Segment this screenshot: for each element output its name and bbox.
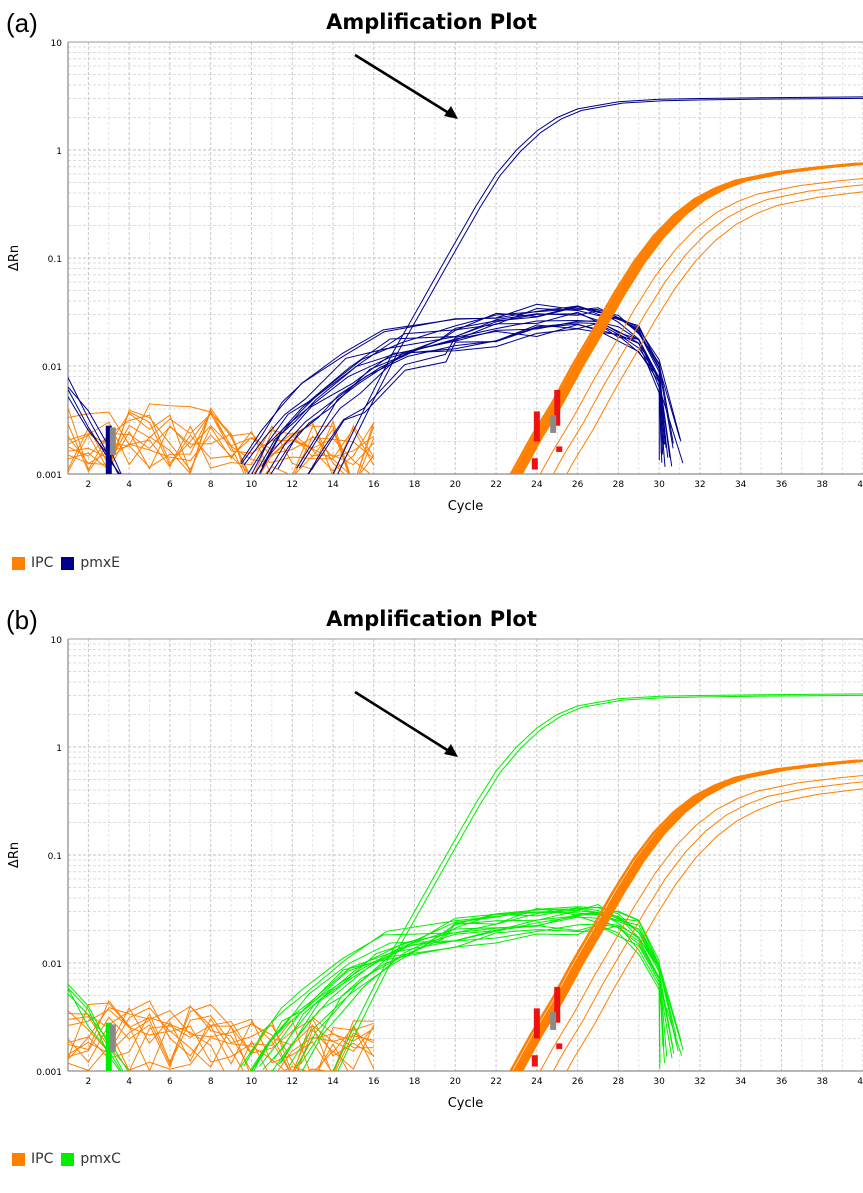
x-tick-label: 32 <box>694 1077 705 1087</box>
x-tick-label: 2 <box>86 480 92 490</box>
legend-swatch <box>61 1153 74 1166</box>
y-axis-label: ΔRn <box>7 245 22 271</box>
x-tick-label: 40 <box>857 1077 863 1087</box>
x-tick-label: 32 <box>694 480 705 490</box>
x-tick-label: 34 <box>735 480 747 490</box>
x-tick-label: 12 <box>287 1077 298 1087</box>
x-tick-label: 34 <box>735 1077 747 1087</box>
legend-item-ipc: IPC <box>12 555 53 571</box>
x-tick-label: 4 <box>126 1077 132 1087</box>
x-tick-label: 40 <box>857 480 863 490</box>
y-tick-label: 1 <box>56 744 62 754</box>
ipc-amplification-line <box>553 785 863 1095</box>
y-tick-label: 0.001 <box>36 471 62 481</box>
x-tick-label: 6 <box>167 1077 173 1087</box>
legend-item-target: pmxC <box>61 1151 121 1167</box>
grid <box>68 42 863 474</box>
target-background-line <box>259 913 673 1067</box>
x-tick-label: 18 <box>409 1077 421 1087</box>
x-tick-label: 4 <box>126 480 132 490</box>
legend-label: pmxC <box>80 1151 121 1167</box>
grid <box>68 639 863 1071</box>
annotation-arrow <box>355 692 452 753</box>
legend-swatch <box>12 557 25 570</box>
chart-title: Amplification Plot <box>0 607 863 631</box>
x-tick-label: 22 <box>490 480 501 490</box>
target-background-line <box>241 925 660 1086</box>
x-tick-label: 2 <box>86 1077 92 1087</box>
x-tick-label: 20 <box>450 480 462 490</box>
ct-marker <box>534 411 540 441</box>
y-tick-label: 10 <box>51 636 63 646</box>
target-early-line <box>68 988 129 1084</box>
ct-marker <box>532 1055 538 1066</box>
ct-marker <box>110 427 116 455</box>
legend-swatch <box>12 1153 25 1166</box>
ct-marker <box>532 458 538 469</box>
x-tick-label: 16 <box>368 1077 380 1087</box>
y-tick-label: 0.1 <box>48 255 62 265</box>
ct-marker <box>110 1024 116 1052</box>
ct-marker <box>534 1008 540 1038</box>
x-tick-label: 30 <box>653 480 665 490</box>
ipc-amplification-line <box>533 177 863 488</box>
x-tick-label: 8 <box>208 480 214 490</box>
ct-marker <box>550 1012 556 1030</box>
x-axis-label: Cycle <box>448 1096 484 1111</box>
x-tick-label: 38 <box>817 480 829 490</box>
legend-label: IPC <box>31 555 53 571</box>
x-tick-label: 28 <box>613 1077 625 1087</box>
x-tick-label: 26 <box>572 1077 584 1087</box>
legend-item-target: pmxE <box>61 555 120 571</box>
x-tick-label: 36 <box>776 1077 788 1087</box>
y-tick-label: 0.001 <box>36 1068 62 1078</box>
x-tick-label: 22 <box>490 1077 501 1087</box>
y-tick-label: 0.01 <box>42 960 62 970</box>
ipc-amplification-line <box>522 164 863 475</box>
x-tick-label: 14 <box>327 480 339 490</box>
x-tick-label: 30 <box>653 1077 665 1087</box>
y-tick-label: 0.01 <box>42 363 62 373</box>
x-tick-label: 38 <box>817 1077 829 1087</box>
ipc-amplification-line <box>553 188 863 499</box>
y-axis-label: ΔRn <box>7 842 22 868</box>
plot-area <box>68 97 863 499</box>
x-tick-label: 20 <box>450 1077 462 1087</box>
x-tick-label: 10 <box>246 480 258 490</box>
legend-item-ipc: IPC <box>12 1151 53 1167</box>
chart-title: Amplification Plot <box>0 10 863 34</box>
y-tick-label: 0.1 <box>48 852 62 862</box>
x-tick-label: 16 <box>368 480 380 490</box>
y-tick-label: 1 <box>56 147 62 157</box>
x-tick-label: 10 <box>246 1077 258 1087</box>
x-tick-label: 28 <box>613 480 625 490</box>
chart-legend: IPC pmxE <box>12 555 128 571</box>
x-tick-label: 6 <box>167 480 173 490</box>
x-tick-label: 8 <box>208 1077 214 1087</box>
x-tick-label: 14 <box>327 1077 339 1087</box>
x-tick-label: 36 <box>776 480 788 490</box>
x-tick-label: 26 <box>572 480 584 490</box>
ct-marker <box>556 1043 562 1049</box>
x-tick-label: 24 <box>531 1077 543 1087</box>
x-tick-label: 12 <box>287 480 298 490</box>
ct-marker <box>550 415 556 433</box>
legend-label: IPC <box>31 1151 53 1167</box>
chart-legend: IPC pmxC <box>12 1151 129 1167</box>
ct-marker <box>556 446 562 452</box>
legend-label: pmxE <box>80 555 120 571</box>
plot-area <box>68 694 863 1096</box>
x-tick-label: 18 <box>409 480 421 490</box>
y-tick-label: 10 <box>51 39 63 49</box>
x-tick-label: 24 <box>531 480 543 490</box>
x-axis-label: Cycle <box>448 499 484 514</box>
legend-swatch <box>61 557 74 570</box>
